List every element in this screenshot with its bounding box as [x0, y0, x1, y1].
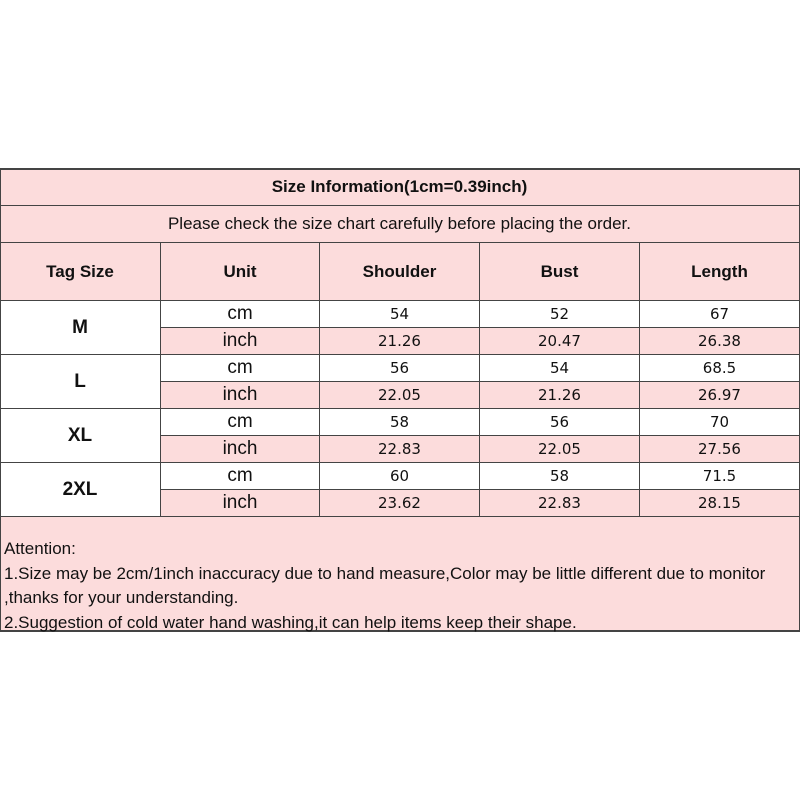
measurement-cell: 70 — [640, 409, 800, 436]
column-header: Bust — [480, 243, 640, 301]
measurement-cell: 22.83 — [480, 490, 640, 517]
measurement-cell: 52 — [480, 301, 640, 328]
measurement-cell: 21.26 — [480, 382, 640, 409]
measurement-cell: 20.47 — [480, 328, 640, 355]
measurement-cell: 22.05 — [320, 382, 480, 409]
unit-cell: inch — [161, 328, 320, 355]
note-line-2: 2.Suggestion of cold water hand washing,… — [4, 612, 577, 632]
unit-cell: cm — [161, 409, 320, 436]
column-header: Tag Size — [0, 243, 161, 301]
size-label: M — [0, 301, 161, 355]
measurement-cell: 60 — [320, 463, 480, 490]
measurement-cell: 54 — [320, 301, 480, 328]
column-header: Length — [640, 243, 800, 301]
measurement-cell: 56 — [320, 355, 480, 382]
measurement-cell: 27.56 — [640, 436, 800, 463]
measurement-cell: 54 — [480, 355, 640, 382]
unit-cell: cm — [161, 463, 320, 490]
unit-cell: cm — [161, 355, 320, 382]
measurement-cell: 21.26 — [320, 328, 480, 355]
measurement-cell: 71.5 — [640, 463, 800, 490]
attention-notes: Attention: 1.Size may be 2cm/1inch inacc… — [0, 517, 800, 632]
note-line-1: 1.Size may be 2cm/1inch inaccuracy due t… — [4, 563, 766, 608]
unit-cell: cm — [161, 301, 320, 328]
measurement-cell: 67 — [640, 301, 800, 328]
measurement-cell: 23.62 — [320, 490, 480, 517]
column-header: Shoulder — [320, 243, 480, 301]
size-label: 2XL — [0, 463, 161, 517]
measurement-cell: 26.38 — [640, 328, 800, 355]
unit-cell: inch — [161, 382, 320, 409]
notes-heading: Attention: — [4, 539, 76, 558]
measurement-cell: 22.05 — [480, 436, 640, 463]
measurement-cell: 22.83 — [320, 436, 480, 463]
measurement-cell: 26.97 — [640, 382, 800, 409]
table-subtitle: Please check the size chart carefully be… — [0, 206, 800, 243]
measurement-cell: 68.5 — [640, 355, 800, 382]
column-header: Unit — [161, 243, 320, 301]
unit-cell: inch — [161, 436, 320, 463]
measurement-cell: 58 — [480, 463, 640, 490]
measurement-cell: 58 — [320, 409, 480, 436]
unit-cell: inch — [161, 490, 320, 517]
measurement-cell: 28.15 — [640, 490, 800, 517]
table-title: Size Information(1cm=0.39inch) — [0, 168, 800, 206]
measurement-cell: 56 — [480, 409, 640, 436]
size-label: XL — [0, 409, 161, 463]
size-label: L — [0, 355, 161, 409]
